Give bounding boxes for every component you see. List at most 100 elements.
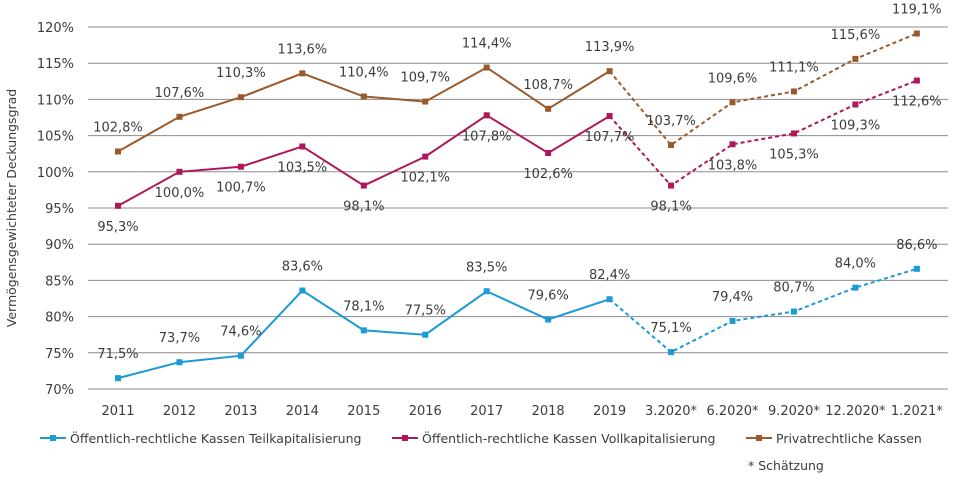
x-tick-label: 2015 — [347, 404, 380, 419]
x-tick-label: 2012 — [163, 404, 196, 419]
y-tick-label: 80% — [45, 311, 74, 326]
series-line-estimate — [608, 267, 918, 354]
data-label: 115,6% — [831, 28, 881, 43]
y-tick-label: 95% — [45, 202, 74, 217]
footnote: * Schätzung — [748, 458, 824, 473]
x-tick-label: 3.2020* — [645, 404, 697, 419]
data-label: 119,1% — [892, 3, 942, 18]
data-label: 110,4% — [339, 66, 389, 81]
data-label: 102,6% — [523, 167, 573, 182]
data-label: 107,8% — [462, 129, 512, 144]
y-tick-label: 105% — [37, 130, 74, 145]
x-tick-label: 2011 — [101, 404, 134, 419]
data-point — [237, 163, 244, 170]
data-point — [545, 105, 552, 112]
y-tick-label: 85% — [45, 274, 74, 289]
data-point — [852, 55, 859, 62]
data-point — [790, 88, 797, 95]
x-tick-label: 2014 — [286, 404, 319, 419]
data-label: 105,3% — [769, 147, 819, 162]
data-label: 103,7% — [646, 114, 696, 129]
data-label: 107,6% — [155, 86, 205, 101]
data-label: 102,1% — [400, 171, 450, 186]
x-tick-label: 2019 — [593, 404, 626, 419]
data-label: 71,5% — [97, 347, 138, 362]
data-label: 103,8% — [708, 158, 758, 173]
series-line-estimate — [608, 79, 918, 187]
series-2: 102,8% 107,6% 110,3% 113,6% 110,4% 109,7% 114,… — [93, 3, 942, 155]
x-tick-label: 2016 — [409, 404, 442, 419]
data-point — [729, 99, 736, 106]
data-label: 78,1% — [343, 299, 384, 314]
data-label: 80,7% — [773, 281, 814, 296]
data-point — [483, 288, 490, 295]
legend-item: Privatrechtliche Kassen — [746, 431, 922, 446]
data-point — [483, 112, 490, 119]
data-point — [115, 202, 121, 209]
data-point — [668, 349, 675, 356]
series-line-estimate — [608, 32, 918, 147]
legend-marker — [756, 435, 762, 441]
data-point — [790, 308, 797, 315]
data-label: 77,5% — [405, 304, 446, 319]
data-label: 95,3% — [97, 220, 138, 235]
legend-item: Öffentlich-rechtliche Kassen Teilkapital… — [40, 430, 361, 446]
data-point — [545, 149, 552, 156]
x-axis-ticks: 2011 2012 2013 2014 2015 2016 2017 2018 2019 3.20… — [101, 404, 943, 419]
data-point — [913, 77, 920, 84]
data-label: 84,0% — [835, 257, 876, 272]
data-label: 86,6% — [896, 238, 937, 253]
data-label: 112,6% — [892, 95, 942, 110]
data-point — [729, 141, 736, 148]
data-label: 114,4% — [462, 37, 512, 52]
x-tick-label: 1.2021* — [891, 404, 943, 419]
data-point — [668, 182, 675, 189]
x-tick-label: 9.2020* — [768, 404, 820, 419]
data-label: 113,9% — [585, 40, 635, 55]
data-point — [176, 113, 183, 120]
data-point — [606, 296, 613, 303]
y-tick-label: 90% — [45, 238, 74, 253]
data-point — [176, 168, 183, 175]
data-label: 109,3% — [831, 118, 881, 133]
data-label: 79,4% — [712, 290, 753, 305]
data-point — [115, 375, 121, 382]
legend-label: Öffentlich-rechtliche Kassen Vollkapital… — [422, 430, 715, 446]
x-tick-label: 12.2020* — [825, 404, 886, 419]
data-point — [299, 143, 306, 150]
data-label: 109,7% — [400, 71, 450, 86]
series-group: 71,5% 73,7% 74,6% 83,6% 78,1% 77,5% 83,5% 79,6%… — [93, 3, 942, 382]
data-label: 108,7% — [523, 78, 573, 93]
legend-marker — [402, 435, 408, 441]
data-label: 100,7% — [216, 181, 266, 196]
data-label: 98,1% — [343, 200, 384, 215]
data-point — [360, 327, 367, 334]
data-point — [360, 93, 367, 100]
data-point — [913, 265, 920, 272]
data-point — [790, 130, 797, 137]
data-label: 83,6% — [282, 260, 323, 275]
data-label: 98,1% — [650, 200, 691, 215]
data-point — [606, 113, 613, 120]
data-point — [422, 331, 429, 338]
data-point — [668, 142, 675, 149]
legend-item: Öffentlich-rechtliche Kassen Vollkapital… — [392, 430, 715, 446]
data-point — [115, 148, 121, 155]
x-tick-label: 6.2020* — [707, 404, 759, 419]
data-point — [299, 70, 306, 77]
legend: Öffentlich-rechtliche Kassen Teilkapital… — [40, 430, 922, 446]
data-point — [729, 317, 736, 324]
legend-label: Öffentlich-rechtliche Kassen Teilkapital… — [70, 430, 361, 446]
data-label: 100,0% — [155, 186, 205, 201]
data-label: 82,4% — [589, 268, 630, 283]
legend-marker — [50, 435, 56, 441]
data-point — [606, 68, 613, 75]
data-label: 102,8% — [93, 121, 143, 136]
series-1: 95,3% 100,0% 100,7% 103,5% 98,1% 102,1% 107,8%… — [97, 77, 942, 235]
y-tick-label: 100% — [37, 166, 74, 181]
data-point — [299, 287, 306, 294]
data-point — [237, 94, 244, 101]
data-point — [852, 101, 859, 108]
data-label: 110,3% — [216, 66, 266, 81]
